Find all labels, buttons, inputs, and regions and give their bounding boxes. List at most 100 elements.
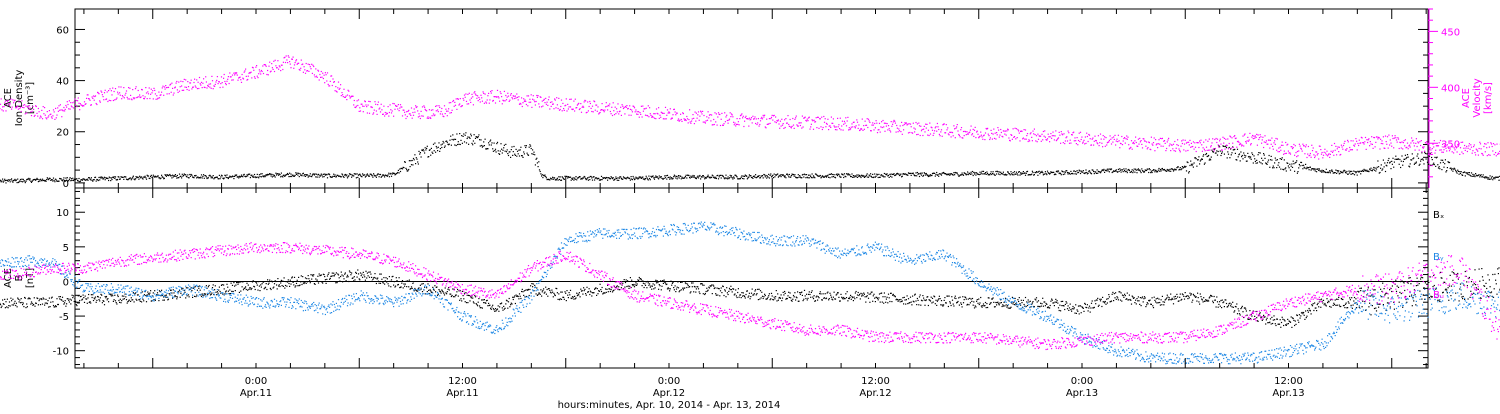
data-point-density [296, 174, 297, 175]
data-point-density [700, 178, 701, 179]
data-point-velocity [911, 126, 912, 127]
data-point-density [1244, 155, 1245, 156]
data-point-velocity [979, 136, 980, 137]
data-point-velocity [783, 128, 784, 129]
data-point-velocity [539, 106, 540, 107]
data-point-velocity [840, 129, 841, 130]
data-point-velocity [820, 118, 821, 119]
data-point-velocity [1312, 150, 1313, 151]
data-point-density [1419, 164, 1420, 165]
data-point-density [490, 140, 491, 141]
data-point-density [1257, 162, 1258, 163]
data-point-velocity [137, 97, 138, 98]
data-point-velocity [1103, 135, 1104, 136]
data-point-density [721, 177, 722, 178]
data-point-density [1006, 174, 1007, 175]
data-point-velocity [827, 119, 828, 120]
data-point-density [1182, 166, 1183, 167]
data-point-density [523, 151, 524, 152]
data-point-velocity [335, 86, 336, 87]
data-point-velocity [1336, 154, 1337, 155]
data-point-velocity [953, 135, 954, 136]
data-point-velocity [584, 101, 585, 102]
data-point-velocity [1245, 141, 1246, 142]
data-point-density [219, 175, 220, 176]
data-point-velocity [873, 129, 874, 130]
data-point-velocity [809, 117, 810, 118]
data-point-density [1390, 162, 1391, 163]
data-point-velocity [426, 110, 427, 111]
data-point-density [617, 177, 618, 178]
data-point-density [741, 177, 742, 178]
data-point-velocity [834, 125, 835, 126]
data-point-density [1464, 171, 1465, 172]
data-point-velocity [187, 89, 188, 90]
data-point-density [11, 178, 12, 179]
data-point-velocity [315, 76, 316, 77]
data-point-velocity [1156, 143, 1157, 144]
data-point-density [980, 174, 981, 175]
data-point-velocity [973, 136, 974, 137]
data-point-velocity [78, 103, 79, 104]
data-point-velocity [59, 110, 60, 111]
data-point-density [4, 179, 5, 180]
data-point-velocity [312, 73, 313, 74]
data-point-velocity [991, 133, 992, 134]
data-point-velocity [107, 91, 108, 92]
data-point-density [412, 160, 413, 161]
data-point-velocity [1058, 137, 1059, 138]
data-point-velocity [366, 106, 367, 107]
data-point-velocity [202, 87, 203, 88]
data-point-density [481, 145, 482, 146]
data-point-velocity [555, 100, 556, 101]
data-point-density [957, 174, 958, 175]
data-point-density [1426, 153, 1427, 154]
data-point-density [233, 178, 234, 179]
data-point-density [388, 174, 389, 175]
data-point-density [193, 177, 194, 178]
data-point-density [801, 177, 802, 178]
data-point-density [549, 179, 550, 180]
data-point-velocity [557, 104, 558, 105]
data-point-velocity [624, 107, 625, 108]
data-point-velocity [334, 81, 335, 82]
data-point-velocity [1379, 137, 1380, 138]
data-point-velocity [666, 118, 667, 119]
data-point-density [1108, 170, 1109, 171]
data-point-velocity [1117, 141, 1118, 142]
data-point-velocity [445, 113, 446, 114]
data-point-velocity [707, 120, 708, 121]
data-point-density [30, 181, 31, 182]
data-point-velocity [1198, 147, 1199, 148]
data-point-velocity [240, 77, 241, 78]
data-point-density [1301, 162, 1302, 163]
data-point-velocity [927, 135, 928, 136]
data-point-velocity [14, 100, 15, 101]
data-point-velocity [750, 119, 751, 120]
data-point-velocity [1349, 147, 1350, 148]
data-point-velocity [255, 67, 256, 68]
data-point-density [1096, 173, 1097, 174]
data-point-density [270, 174, 271, 175]
data-point-velocity [483, 93, 484, 94]
data-point-velocity [1085, 136, 1086, 137]
data-point-density [611, 176, 612, 177]
data-point-velocity [339, 88, 340, 89]
data-point-velocity [328, 84, 329, 85]
data-point-density [265, 175, 266, 176]
data-point-velocity [226, 81, 227, 82]
data-point-velocity [183, 90, 184, 91]
data-point-density [440, 148, 441, 149]
data-point-velocity [22, 107, 23, 108]
data-point-density [1337, 171, 1338, 172]
data-point-velocity [288, 55, 289, 56]
data-point-density [845, 176, 846, 177]
data-point-density [986, 171, 987, 172]
data-point-density [1417, 153, 1418, 154]
data-point-density [372, 177, 373, 178]
data-point-density [575, 179, 576, 180]
data-point-density [707, 176, 708, 177]
data-point-density [764, 174, 765, 175]
data-point-velocity [286, 59, 287, 60]
data-point-density [437, 150, 438, 151]
